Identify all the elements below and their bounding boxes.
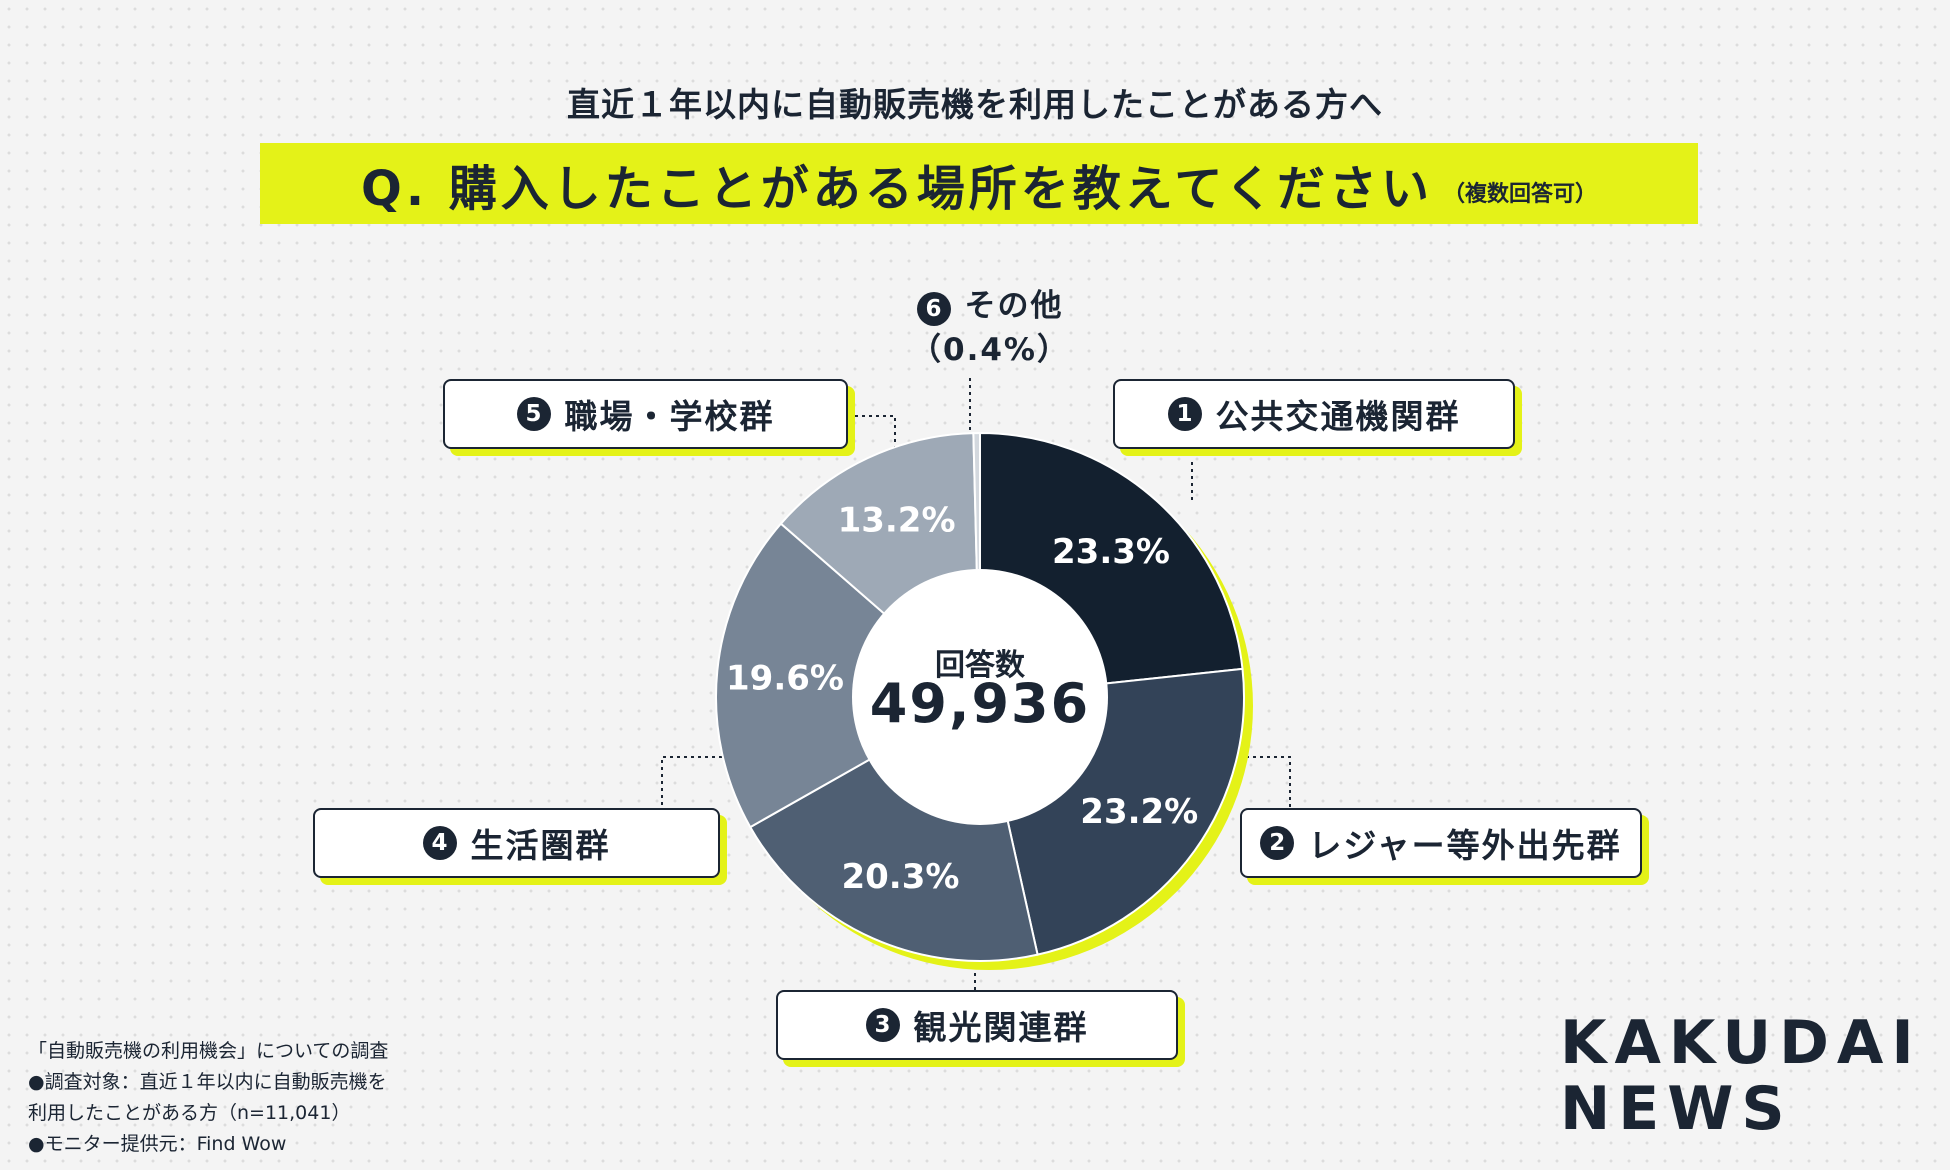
category-name: その他 bbox=[964, 288, 1064, 324]
percent-label-2: 23.2% bbox=[1080, 792, 1198, 832]
kakudai-news-logo: KAKUDAI NEWS bbox=[1560, 1008, 1922, 1144]
note-line: 「自動販売機の利用機会」についての調査 bbox=[28, 1040, 389, 1062]
percent-labels: 23.3% 23.2% 20.3% 19.6% 13.2% bbox=[726, 501, 1198, 897]
leader-line-4 bbox=[661, 756, 736, 808]
donut-hole bbox=[852, 569, 1108, 825]
number-badge-3: 3 bbox=[865, 1008, 900, 1042]
category-name: 生活圏群 bbox=[470, 826, 611, 865]
legend-label-public-transport: 1 公共交通機関群 bbox=[1113, 379, 1515, 449]
category-name: レジャー等外出先群 bbox=[1308, 826, 1622, 865]
multiple-answer-note: （複数回答可） bbox=[1442, 181, 1597, 207]
number-badge-2: 2 bbox=[1260, 826, 1295, 860]
question-banner: Q. 購入したことがある場所を教えてください （複数回答可） bbox=[260, 143, 1698, 224]
legend-label-living-area: 4 生活圏群 bbox=[313, 808, 720, 878]
percent-label-3: 20.3% bbox=[841, 857, 959, 897]
percent-label-4: 19.6% bbox=[726, 658, 844, 698]
number-badge-1: 1 bbox=[1167, 397, 1202, 431]
note-line: ●モニター提供元：Find Wow bbox=[28, 1133, 287, 1155]
legend-label-other: 6 その他 （0.4%） bbox=[860, 284, 1120, 372]
total-responses: 49,936 bbox=[869, 672, 1091, 735]
category-name: 観光関連群 bbox=[913, 1008, 1089, 1047]
survey-notes: 「自動販売機の利用機会」についての調査 ●調査対象：直近１年以内に自動販売機を … bbox=[28, 1036, 388, 1160]
category-name: 職場・学校群 bbox=[564, 397, 775, 436]
percent-label-5: 13.2% bbox=[838, 501, 956, 541]
survey-subtitle: 直近１年以内に自動販売機を利用したことがある方へ bbox=[567, 85, 1383, 124]
note-line: ●調査対象：直近１年以内に自動販売機を bbox=[28, 1071, 387, 1093]
legend-label-tourism: 3 観光関連群 bbox=[776, 990, 1178, 1060]
number-badge-5: 5 bbox=[516, 397, 551, 431]
number-badge-6: 6 bbox=[916, 292, 951, 326]
percent-label-1: 23.3% bbox=[1052, 532, 1170, 572]
other-percent: （0.4%） bbox=[910, 332, 1070, 368]
center-label: 回答数 bbox=[935, 648, 1025, 683]
number-badge-4: 4 bbox=[422, 826, 457, 860]
note-line: 利用したことがある方（n=11,041） bbox=[28, 1102, 351, 1124]
pie-slice-4 bbox=[715, 522, 982, 829]
leader-line-5 bbox=[848, 415, 896, 460]
question-title: Q. 購入したことがある場所を教えてください bbox=[361, 160, 1433, 217]
category-name: 公共交通機関群 bbox=[1215, 397, 1461, 436]
legend-label-workplace-school: 5 職場・学校群 bbox=[443, 379, 848, 449]
legend-label-leisure: 2 レジャー等外出先群 bbox=[1240, 808, 1642, 878]
